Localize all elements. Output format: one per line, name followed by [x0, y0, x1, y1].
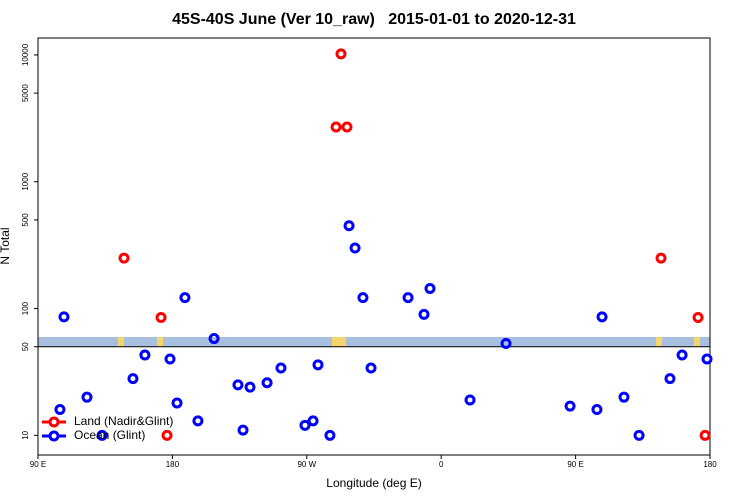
point [275, 362, 287, 374]
point [179, 292, 191, 304]
point [591, 403, 603, 415]
legend-marker [48, 430, 60, 442]
point [701, 353, 713, 365]
y-tick-label: 1000 [21, 172, 30, 190]
point [161, 429, 173, 441]
point [692, 311, 704, 323]
point [341, 121, 353, 133]
point [500, 338, 512, 350]
point [244, 381, 256, 393]
point [171, 397, 183, 409]
point [365, 362, 377, 374]
y-axis-label: N Total [0, 227, 12, 264]
point [424, 282, 436, 294]
point [676, 349, 688, 361]
point [330, 121, 342, 133]
point [237, 424, 249, 436]
point [699, 429, 711, 441]
point [192, 415, 204, 427]
point [164, 353, 176, 365]
x-tick-label: 180 [166, 460, 180, 469]
point [633, 429, 645, 441]
band-highlight [332, 337, 346, 347]
point [127, 373, 139, 385]
point [261, 377, 273, 389]
point [335, 48, 347, 60]
x-tick-label: 90 E [567, 460, 583, 469]
point [324, 429, 336, 441]
point [664, 373, 676, 385]
y-tick-label: 10 [21, 430, 30, 439]
chart-title: 45S-40S June (Ver 10_raw) 2015-01-01 to … [172, 11, 576, 28]
point [118, 252, 130, 264]
y-tick-label: 500 [21, 213, 30, 227]
y-tick-label: 50 [21, 342, 30, 351]
point [464, 394, 476, 406]
point [58, 311, 70, 323]
band-highlight [656, 337, 662, 347]
point [402, 292, 414, 304]
point [299, 419, 311, 431]
point [618, 391, 630, 403]
plot-frame [37, 37, 711, 456]
x-axis-label: Longitude (deg E) [326, 476, 421, 490]
point [208, 333, 220, 345]
point [155, 311, 167, 323]
x-tick-label: 180 [703, 460, 717, 469]
point [596, 311, 608, 323]
y-tick-label: 5000 [21, 84, 30, 102]
point [139, 349, 151, 361]
point [349, 242, 361, 254]
point [232, 379, 244, 391]
x-tick-label: 0 [439, 460, 444, 469]
point [357, 292, 369, 304]
band-highlight [694, 337, 700, 347]
y-tick-label: 10000 [21, 43, 30, 66]
point [54, 403, 66, 415]
point [655, 252, 667, 264]
legend-marker [48, 416, 60, 428]
point [312, 359, 324, 371]
band-highlight [118, 337, 124, 347]
point [307, 415, 319, 427]
legend-label: Ocean (Glint) [74, 428, 145, 442]
legend-label: Land (Nadir&Glint) [74, 414, 173, 428]
point [96, 429, 108, 441]
x-tick-label: 90 W [297, 460, 316, 469]
point [81, 391, 93, 403]
band-highlight [157, 337, 163, 347]
y-tick-label: 100 [21, 301, 30, 315]
point [343, 220, 355, 232]
x-tick-label: 90 E [30, 460, 46, 469]
point [418, 308, 430, 320]
point [564, 400, 576, 412]
band [38, 337, 710, 347]
